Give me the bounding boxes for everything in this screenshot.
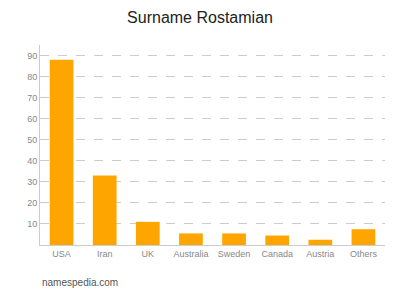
svg-text:10: 10 [27, 219, 37, 229]
svg-text:20: 20 [27, 198, 37, 208]
svg-text:Sweden: Sweden [218, 249, 251, 259]
svg-text:Others: Others [350, 249, 378, 259]
svg-text:Australia: Australia [173, 249, 208, 259]
svg-text:USA: USA [52, 249, 71, 259]
svg-text:80: 80 [27, 72, 37, 82]
svg-text:Surname Rostamian: Surname Rostamian [127, 9, 273, 26]
svg-text:Canada: Canada [261, 249, 293, 259]
svg-text:60: 60 [27, 114, 37, 124]
svg-text:50: 50 [27, 135, 37, 145]
svg-text:70: 70 [27, 93, 37, 103]
svg-text:UK: UK [142, 249, 155, 259]
svg-text:Austria: Austria [306, 249, 334, 259]
svg-text:Iran: Iran [97, 249, 113, 259]
svg-text:90: 90 [27, 51, 37, 61]
svg-text:30: 30 [27, 177, 37, 187]
svg-text:40: 40 [27, 156, 37, 166]
svg-text:namespedia.com: namespedia.com [42, 277, 118, 288]
